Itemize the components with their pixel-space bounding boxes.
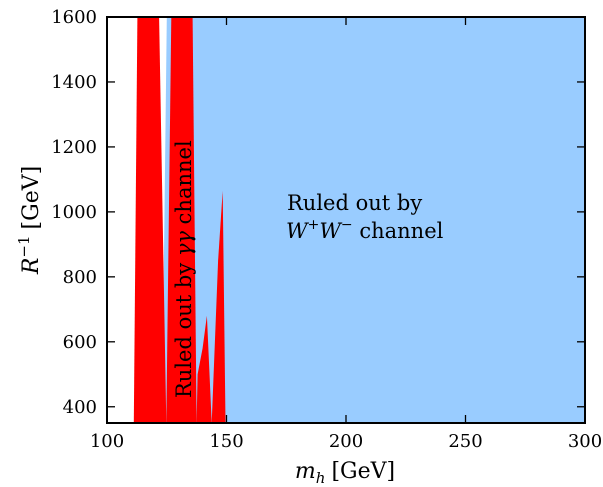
annotation-gamma-gamma: Ruled out by γγ channel [172,140,196,398]
y-tick-label: 1200 [51,137,97,158]
exclusion-region-4 [196,315,212,423]
exclusion-region-2 [133,17,167,423]
tick-labels: 100 150 200 250 300 400 600 800 1000 1200 1400 1600 [51,7,602,452]
exclusion-region-1 [162,17,585,423]
y-tick-label: 1600 [51,7,97,28]
x-tick-label: 150 [209,431,243,452]
exclusion-region-5 [211,190,226,423]
y-tick-label: 1400 [51,72,97,93]
x-tick-label: 100 [90,431,124,452]
y-tick-label: 1000 [51,202,97,223]
y-tick-label: 600 [63,332,97,353]
y-axis-label: R−1[GeV] [15,166,44,275]
x-tick-label: 250 [448,431,482,452]
x-tick-label: 200 [329,431,363,452]
exclusion-regions [133,17,585,423]
y-tick-label: 800 [63,267,97,288]
x-tick-label: 300 [568,431,602,452]
y-tick-label: 400 [63,397,97,418]
x-axis-label: mh [GeV] [295,459,395,487]
annotation-ww-line2: W+W− channel [286,217,444,243]
annotation-ww-line1: Ruled out by [287,191,422,215]
exclusion-region-3 [166,17,197,423]
plot-frame [106,16,586,424]
